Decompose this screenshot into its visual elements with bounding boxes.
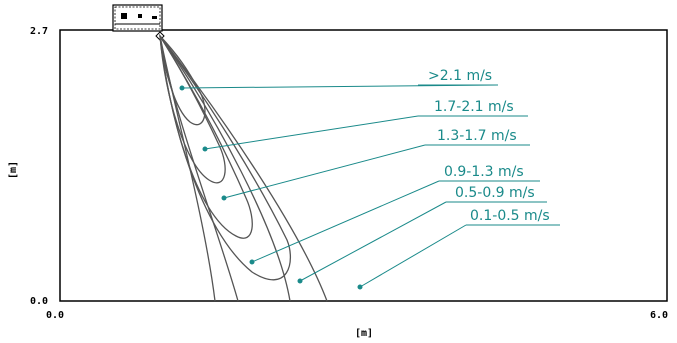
- leader-dot-zone-2: [221, 195, 227, 201]
- contour-0-9: [159, 33, 291, 281]
- zone-label: >2.1 m/s: [428, 68, 492, 84]
- zone-leaders: [179, 84, 560, 290]
- x-axis-title: [m]: [355, 328, 373, 339]
- leader-zone-1: [204, 115, 419, 150]
- plot-frame: [59, 29, 668, 302]
- y-axis-title: [m]: [8, 161, 19, 179]
- y-axis-min-label: 0.0: [30, 296, 48, 307]
- zone-label: 1.3-1.7 m/s: [437, 128, 517, 144]
- contour-1-7: [159, 35, 226, 184]
- zone-label: 1.7-2.1 m/s: [434, 99, 514, 115]
- leader-dot-zone-5: [357, 284, 363, 290]
- contour-2-1: [159, 34, 206, 126]
- leader-zone-3: [251, 180, 440, 263]
- velocity-contours: [159, 33, 328, 302]
- leader-dot-zone-4: [297, 278, 303, 284]
- leader-dot-zone-0: [179, 85, 185, 91]
- leader-zone-5: [359, 224, 467, 288]
- leader-dot-zone-1: [202, 146, 208, 152]
- contour-0-5: [159, 35, 239, 302]
- zone-label: 0.9-1.3 m/s: [444, 164, 524, 180]
- diffuser-icon: [112, 4, 165, 41]
- y-axis-max-label: 2.7: [30, 26, 48, 37]
- contour-0-5-right: [159, 35, 291, 302]
- leader-dot-zone-3: [249, 259, 255, 265]
- zone-label: 0.5-0.9 m/s: [455, 185, 535, 201]
- zone-label: 0.1-0.5 m/s: [470, 208, 550, 224]
- x-axis-max-label: 6.0: [650, 310, 668, 321]
- x-axis-min-label: 0.0: [46, 310, 64, 321]
- leader-zone-2: [223, 144, 426, 199]
- contour-0-1-right: [159, 35, 328, 302]
- leader-zone-4: [299, 201, 447, 282]
- contour-1-3: [159, 35, 253, 239]
